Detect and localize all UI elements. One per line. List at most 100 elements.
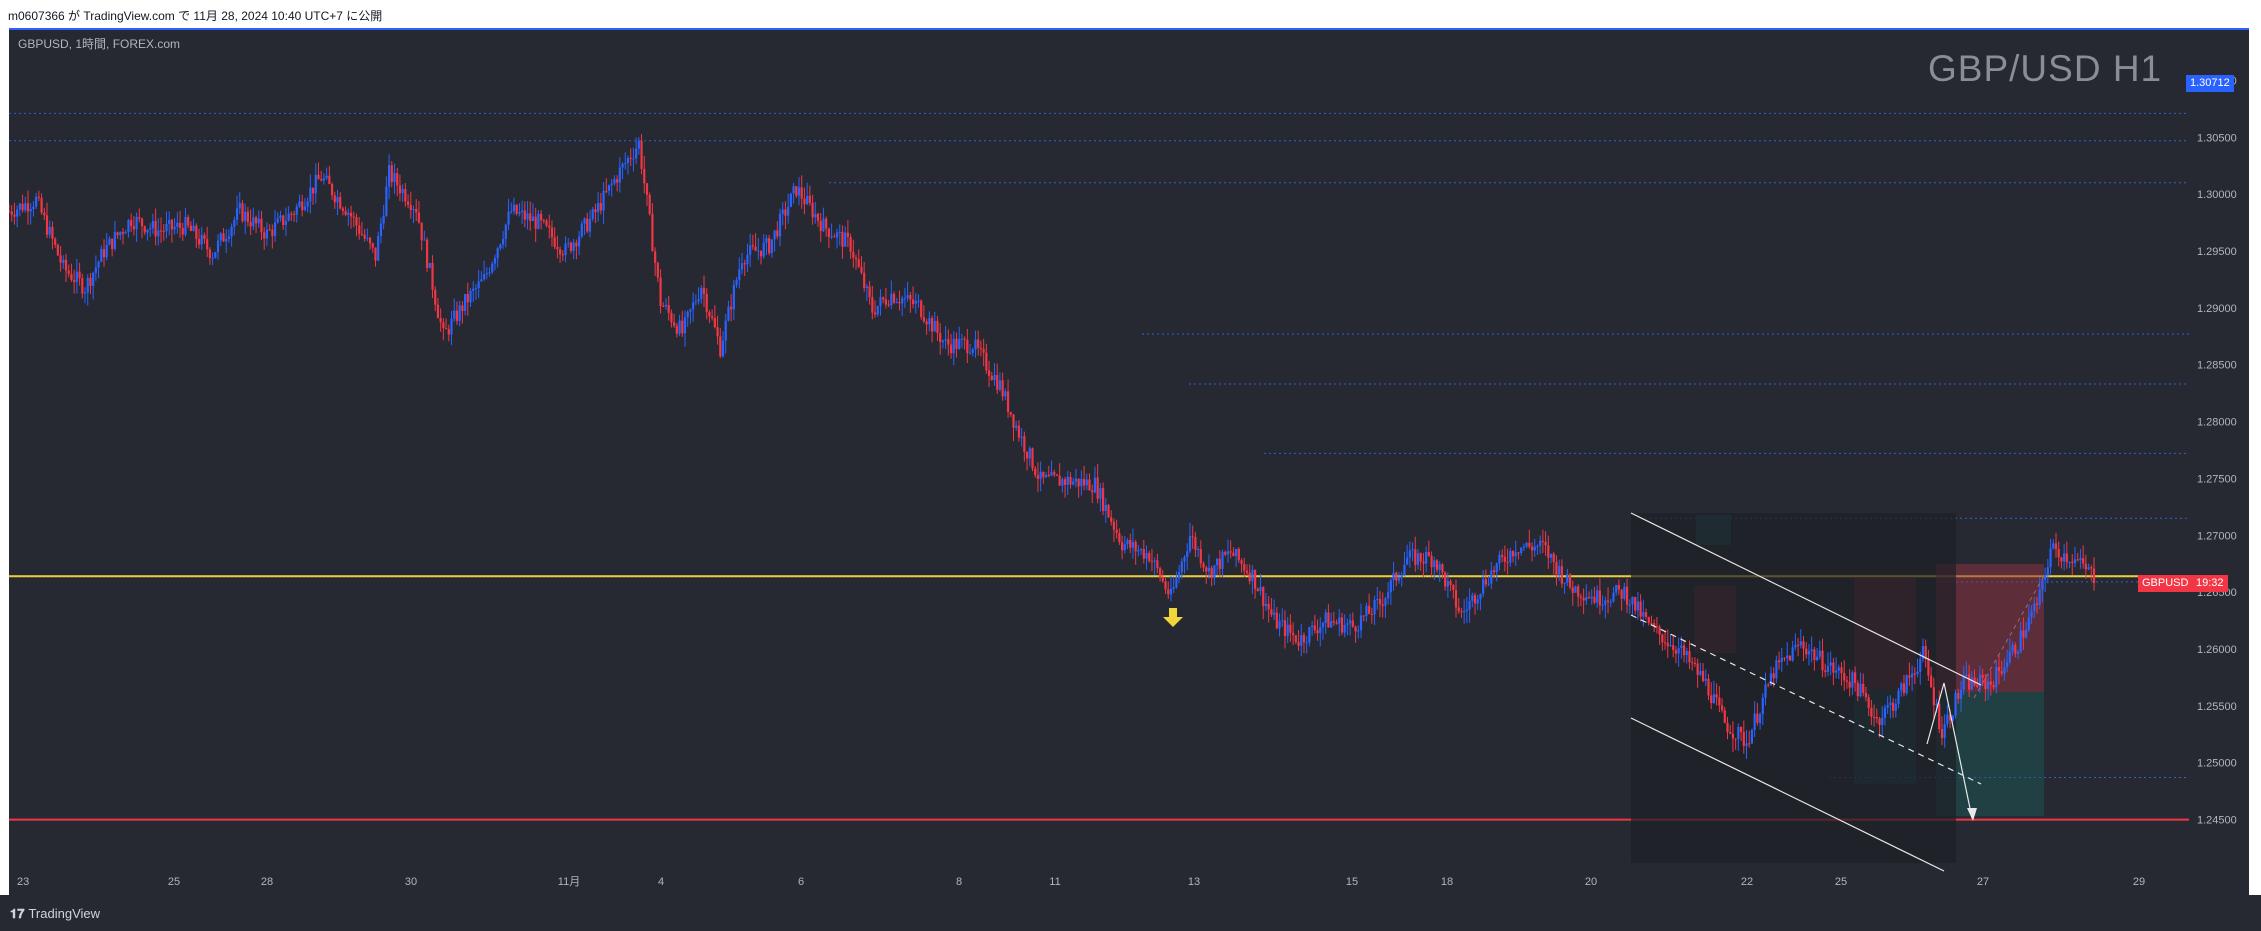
candle-body bbox=[216, 240, 220, 253]
candle-body bbox=[838, 231, 841, 233]
candle-body bbox=[1617, 584, 1621, 590]
candle-body bbox=[252, 217, 255, 227]
candle-body bbox=[1843, 673, 1846, 681]
trade-zones[interactable] bbox=[1631, 513, 2044, 863]
x-axis[interactable]: 23 25 28 30 11月 4 6 8 11 13 15 18 20 22 25 27 29 bbox=[17, 876, 2145, 888]
candle-body bbox=[1919, 658, 1922, 672]
tradingview-logo[interactable]: 𝟏𝟕 TradingView bbox=[10, 906, 100, 922]
candle-body bbox=[1704, 678, 1707, 681]
candle-body bbox=[2054, 543, 2058, 549]
candle-body bbox=[2003, 667, 2006, 674]
channel-upper-line[interactable] bbox=[1630, 512, 1982, 686]
drawings[interactable] bbox=[1163, 512, 2045, 872]
candle-body bbox=[1294, 635, 1297, 642]
projection-arrow-path[interactable] bbox=[1926, 682, 1973, 819]
candle-body bbox=[865, 286, 868, 288]
candle-body bbox=[78, 271, 81, 279]
candle-body bbox=[1302, 635, 1306, 643]
candle-body bbox=[529, 213, 532, 222]
candle-body bbox=[716, 327, 719, 337]
candle-body bbox=[890, 293, 893, 306]
candle-body bbox=[1142, 549, 1145, 559]
candle-body bbox=[2027, 617, 2030, 630]
candle-body bbox=[1734, 738, 1737, 740]
candle-body bbox=[507, 211, 510, 225]
candle-body bbox=[721, 340, 725, 357]
candle-body bbox=[922, 317, 926, 322]
candle-body bbox=[1653, 623, 1656, 627]
candle-body bbox=[537, 213, 540, 229]
candle-body bbox=[806, 195, 809, 205]
candle-body bbox=[654, 251, 657, 263]
candle-body bbox=[1262, 587, 1265, 607]
candle-body bbox=[974, 339, 977, 350]
candle-body bbox=[1525, 542, 1528, 547]
candle-body bbox=[1370, 613, 1373, 615]
candle-body bbox=[1780, 657, 1783, 663]
channel-lower-line[interactable] bbox=[1630, 717, 1945, 872]
candle-body bbox=[789, 193, 792, 207]
candle-body bbox=[645, 183, 649, 195]
candle-body bbox=[664, 304, 668, 307]
candle-body bbox=[184, 217, 187, 235]
candle-body bbox=[618, 167, 621, 183]
candle-body bbox=[450, 318, 453, 335]
candle-body bbox=[1739, 726, 1743, 732]
candle-body bbox=[2022, 630, 2025, 638]
candle-body bbox=[1536, 546, 1539, 548]
candle-body bbox=[317, 174, 320, 180]
candle-body bbox=[1881, 717, 1884, 725]
candle-body bbox=[1395, 572, 1398, 581]
candle-body bbox=[795, 186, 798, 196]
candle-body bbox=[735, 280, 738, 285]
candlestick-chart[interactable]: 1.310001.305001.300001.295001.290001.285… bbox=[9, 28, 2249, 895]
candle-body bbox=[621, 163, 624, 168]
candle-body bbox=[947, 339, 950, 345]
y-tick-label: 1.30000 bbox=[2197, 189, 2237, 201]
candle-body bbox=[1422, 561, 1425, 564]
candle-body bbox=[463, 293, 467, 311]
candle-body bbox=[43, 212, 46, 216]
candle-body bbox=[1807, 651, 1811, 655]
candle-body bbox=[936, 320, 939, 334]
candle-body bbox=[1001, 380, 1004, 397]
candle-body bbox=[1794, 644, 1797, 648]
candle-body bbox=[1932, 687, 1935, 706]
candle-body bbox=[1397, 577, 1401, 581]
candle-body bbox=[26, 203, 30, 212]
channel-mid-line[interactable] bbox=[1630, 614, 1982, 785]
candle-body bbox=[2068, 561, 2071, 563]
candle-body bbox=[920, 300, 923, 318]
highlighted-price-tag[interactable]: 1.30712 bbox=[2186, 75, 2234, 92]
candle-body bbox=[1815, 656, 1819, 660]
candle-body bbox=[1615, 584, 1618, 593]
candle-body bbox=[2033, 603, 2036, 612]
candle-body bbox=[1509, 551, 1512, 563]
candle-body bbox=[417, 212, 421, 223]
candle-body bbox=[692, 302, 695, 310]
candle-body bbox=[241, 203, 244, 222]
candle-body bbox=[2025, 629, 2028, 638]
x-tick-label: 6 bbox=[798, 876, 804, 888]
candle-body bbox=[371, 243, 374, 248]
candle-body bbox=[2049, 548, 2052, 568]
candles[interactable] bbox=[9, 134, 2096, 760]
down-arrow-icon[interactable] bbox=[1163, 608, 1183, 627]
candle-body bbox=[1957, 692, 1960, 699]
candle-body bbox=[1799, 641, 1802, 646]
candle-body bbox=[1940, 729, 1944, 738]
candle-body bbox=[200, 234, 203, 245]
candle-body bbox=[208, 249, 211, 259]
candle-body bbox=[398, 185, 402, 194]
x-tick-label: 4 bbox=[658, 876, 664, 888]
candle-body bbox=[648, 194, 651, 214]
candle-body bbox=[602, 190, 605, 211]
candle-body bbox=[1091, 490, 1094, 493]
symbol-price-tag[interactable]: GBPUSD bbox=[2138, 575, 2193, 592]
candle-body bbox=[149, 228, 152, 230]
candle-body bbox=[868, 286, 871, 298]
candle-body bbox=[892, 293, 896, 303]
y-axis[interactable]: 1.310001.305001.300001.295001.290001.285… bbox=[2197, 75, 2237, 826]
candle-body bbox=[757, 250, 760, 252]
candle-body bbox=[792, 186, 795, 194]
